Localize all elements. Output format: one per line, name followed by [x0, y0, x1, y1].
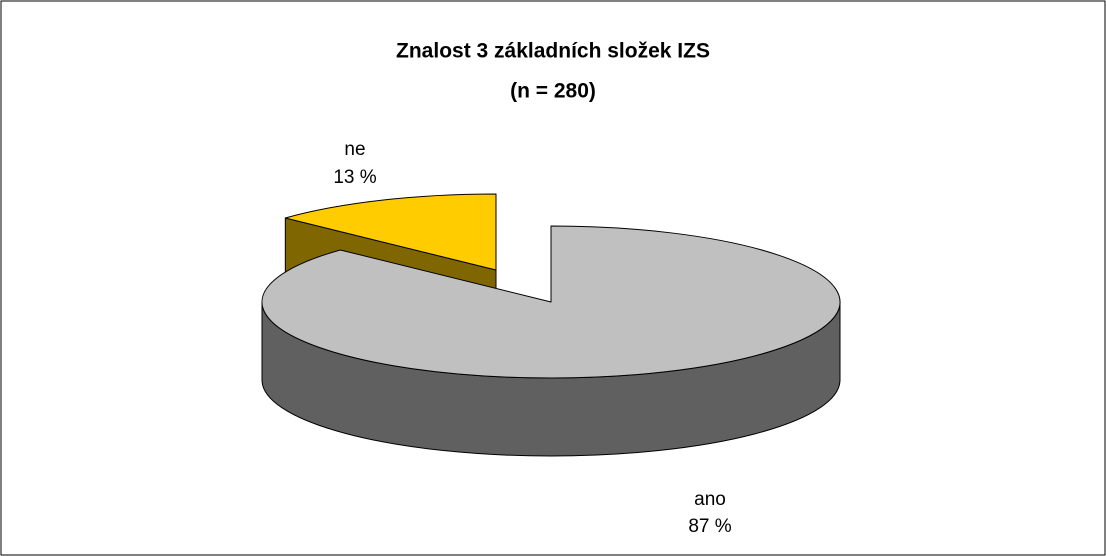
slice — [261, 225, 841, 379]
slice-value-label: 87 % — [688, 516, 731, 537]
slice — [284, 193, 497, 271]
slice-value-label: 13 % — [333, 167, 376, 188]
chart-title: Znalost 3 základních složek IZS — [396, 40, 710, 63]
slice-label: ano — [694, 489, 726, 510]
chart-subtitle: (n = 280) — [510, 80, 596, 103]
slice-label: ne — [344, 139, 365, 160]
